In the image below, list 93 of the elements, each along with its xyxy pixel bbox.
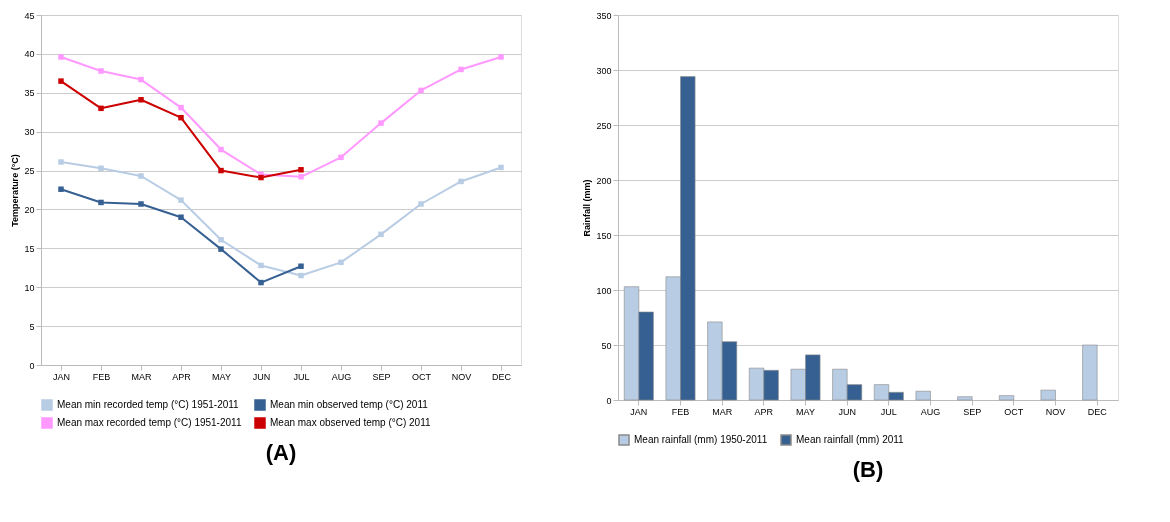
y-tick-label: 40 — [24, 49, 35, 60]
legend-label: Mean rainfall (mm) 1950-2011 — [634, 434, 768, 445]
x-tick-label: MAR — [712, 406, 733, 417]
point — [98, 105, 104, 112]
point — [338, 259, 344, 266]
x-tick-label: NOV — [1045, 406, 1066, 417]
y-tick-label: 15 — [24, 243, 35, 254]
point — [58, 186, 64, 192]
y-tick-label: 35 — [24, 88, 35, 99]
text: (B) — [852, 457, 884, 482]
y-tick-label: 5 — [29, 321, 35, 332]
y-tick-label: 150 — [596, 230, 612, 241]
point — [258, 279, 264, 286]
point — [58, 78, 64, 84]
bar — [1082, 344, 1098, 401]
point — [98, 199, 104, 206]
x-tick-label: JUL — [880, 406, 897, 417]
point — [218, 246, 224, 252]
y-tick-label: 250 — [596, 120, 612, 131]
point — [178, 104, 184, 111]
y-tick-label: 0 — [606, 395, 612, 406]
point — [498, 164, 504, 171]
x-tick-label: JUN — [252, 371, 271, 382]
point — [58, 159, 64, 165]
point — [418, 201, 424, 207]
x-tick-label: MAR — [131, 371, 152, 382]
point — [178, 114, 184, 121]
y-tick-label: 45 — [24, 10, 35, 21]
x-tick-label: DEC — [1087, 406, 1108, 417]
y-tick-label: 350 — [596, 10, 612, 21]
legend-label: Mean max observed temp (°C) 2011 — [270, 417, 431, 428]
y-tick-label: 300 — [596, 65, 612, 76]
y-axis-title: Rainfall (mm) — [582, 179, 593, 237]
text: (A) — [265, 440, 297, 465]
point — [98, 165, 104, 171]
bar — [957, 396, 973, 401]
point — [498, 54, 504, 60]
x-tick-label: JUN — [838, 406, 856, 417]
point — [138, 201, 144, 207]
x-tick-label: NOV — [451, 371, 472, 382]
bar — [1040, 389, 1056, 401]
x-tick-label: AUG — [331, 371, 352, 382]
point — [218, 146, 224, 153]
point — [378, 231, 384, 238]
x-tick-label: MAY — [212, 371, 231, 382]
point — [378, 120, 384, 126]
x-tick-label: SEP — [372, 371, 391, 382]
y-tick-label: 50 — [601, 340, 612, 351]
x-tick-label: JAN — [630, 406, 648, 417]
point — [218, 167, 224, 174]
x-tick-label: APR — [172, 371, 192, 382]
x-tick-label: DEC — [491, 371, 512, 382]
point — [458, 178, 464, 185]
legend-label: Mean min observed temp (°C) 2011 — [270, 399, 429, 410]
point — [258, 262, 264, 269]
point — [338, 154, 344, 161]
x-tick-label: AUG — [920, 406, 941, 417]
point — [418, 87, 424, 94]
y-tick-label: 0 — [29, 360, 35, 371]
legend-label: Mean max recorded temp (°C) 1951-2011 — [57, 417, 242, 428]
bar — [915, 390, 931, 401]
point — [58, 54, 64, 60]
point — [178, 214, 184, 220]
y-tick-label: 200 — [596, 175, 612, 186]
legend-label: Mean min recorded temp (°C) 1951-2011 — [57, 399, 240, 410]
x-tick-label: FEB — [92, 371, 111, 382]
x-tick-label: MAY — [796, 406, 815, 417]
point — [298, 167, 304, 173]
y-tick-label: 30 — [24, 127, 35, 138]
point — [298, 263, 304, 269]
x-tick-label: JUL — [293, 371, 310, 382]
point — [298, 174, 304, 180]
y-tick-label: 20 — [24, 204, 35, 215]
point — [138, 97, 144, 103]
point — [298, 272, 304, 279]
point — [138, 173, 144, 179]
point — [458, 66, 464, 73]
x-tick-label: APR — [754, 406, 774, 417]
x-tick-label: SEP — [963, 406, 982, 417]
x-tick-label: JAN — [52, 371, 71, 382]
bar — [998, 395, 1015, 401]
y-tick-label: 100 — [596, 285, 612, 296]
x-tick-label: FEB — [671, 406, 690, 417]
x-tick-label: OCT — [412, 371, 432, 382]
point — [138, 76, 144, 83]
x-tick-label: OCT — [1004, 406, 1024, 417]
point — [98, 68, 104, 74]
legend-label: Mean rainfall (mm) 2011 — [796, 434, 905, 445]
y-tick-label: 25 — [24, 166, 35, 177]
y-tick-label: 10 — [24, 282, 35, 293]
y-axis-title: Temperature (°C) — [10, 154, 21, 227]
point — [218, 237, 224, 243]
point — [178, 197, 184, 203]
